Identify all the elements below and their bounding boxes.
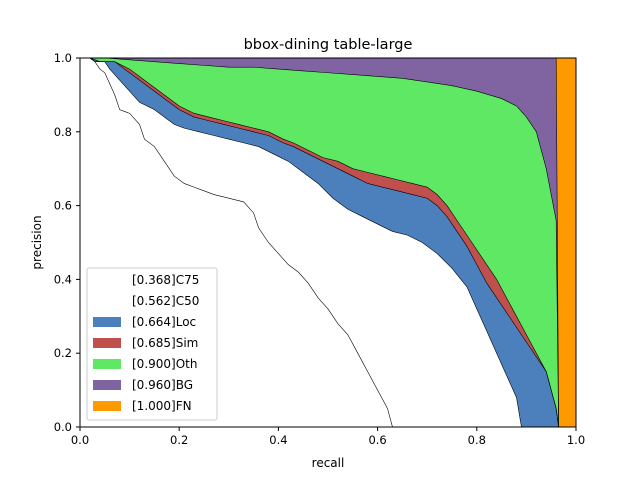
curve-sim xyxy=(89,57,559,428)
legend-swatch xyxy=(93,359,121,369)
y-tick-label: 0.0 xyxy=(54,420,72,434)
legend-label: [0.664]Loc xyxy=(132,315,196,329)
legend-swatch xyxy=(93,296,121,306)
curve-c50 xyxy=(89,57,522,428)
legend-item-loc: [0.664]Loc xyxy=(93,315,196,329)
legend-label: [0.368]C75 xyxy=(132,273,199,287)
legend-swatch xyxy=(93,380,121,390)
y-tick-label: 1.0 xyxy=(54,51,72,65)
legend-label: [0.960]BG xyxy=(132,378,193,392)
legend-label: [0.685]Sim xyxy=(132,336,198,350)
x-tick-label: 0.6 xyxy=(368,433,386,447)
legend-swatch xyxy=(93,275,121,285)
y-tick-label: 0.4 xyxy=(54,272,72,286)
legend: [0.368]C75 [0.562]C50 [0.664]Loc [0.685]Sim… xyxy=(86,267,218,421)
y-tick-label: 0.2 xyxy=(54,346,72,360)
legend-swatch xyxy=(93,338,121,348)
plot-area xyxy=(79,57,577,428)
legend-item-c75: [0.368]C75 xyxy=(93,273,199,287)
curve-c75 xyxy=(89,57,393,428)
curve-oth xyxy=(89,57,559,428)
x-axis: 0.0 0.2 0.4 0.6 0.8 1.0 xyxy=(71,427,585,447)
legend-item-c50: [0.562]C50 xyxy=(93,294,199,308)
y-axis-label: precision xyxy=(30,215,44,269)
legend-item-bg: [0.960]BG xyxy=(93,378,193,392)
legend-label: [0.562]C50 xyxy=(132,294,199,308)
legend-item-sim: [0.685]Sim xyxy=(93,336,198,350)
x-tick-label: 0.4 xyxy=(269,433,287,447)
x-tick-label: 0.8 xyxy=(468,433,486,447)
x-axis-label: recall xyxy=(312,456,345,470)
y-tick-label: 0.6 xyxy=(54,199,72,213)
legend-swatch xyxy=(93,317,121,327)
legend-item-oth: [0.900]Oth xyxy=(93,357,197,371)
curve-loc xyxy=(89,57,559,428)
y-tick-label: 0.8 xyxy=(54,125,72,139)
x-tick-label: 1.0 xyxy=(567,433,585,447)
chart-title: bbox-dining table-large xyxy=(244,37,413,53)
x-tick-label: 0.2 xyxy=(170,433,188,447)
area-fn xyxy=(556,58,576,427)
legend-item-fn: [1.000]FN xyxy=(93,399,192,413)
legend-label: [0.900]Oth xyxy=(132,357,197,371)
plot-frame xyxy=(79,57,577,428)
x-tick-label: 0.0 xyxy=(71,433,89,447)
legend-swatch xyxy=(93,401,121,411)
y-axis: 0.0 0.2 0.4 0.6 0.8 1.0 xyxy=(54,51,80,434)
legend-label: [1.000]FN xyxy=(132,399,192,413)
